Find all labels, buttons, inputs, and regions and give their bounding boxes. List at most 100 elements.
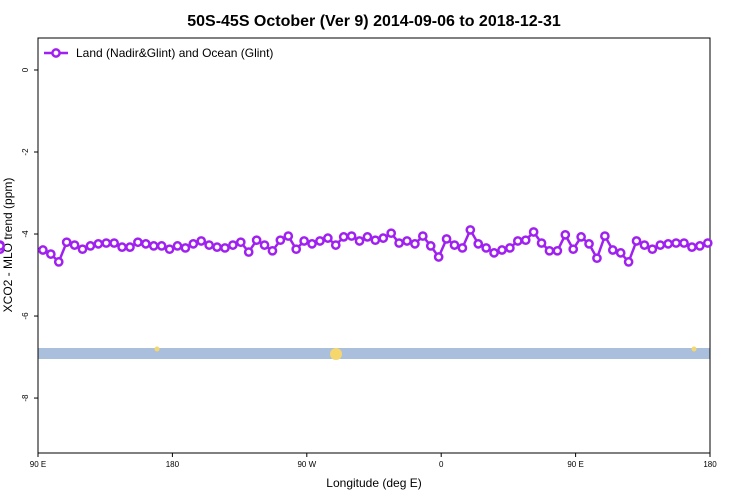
data-point xyxy=(544,245,555,256)
data-point xyxy=(694,241,705,251)
data-point xyxy=(465,225,476,235)
data-point xyxy=(156,241,167,251)
data-point xyxy=(315,236,325,246)
map-spot xyxy=(691,346,697,352)
data-point xyxy=(235,237,246,248)
data-point xyxy=(568,244,579,255)
data-point xyxy=(61,237,72,248)
data-point xyxy=(283,231,294,241)
data-point xyxy=(679,238,689,248)
x-tick-label: 90 E xyxy=(30,460,46,469)
data-point xyxy=(410,239,420,249)
data-point xyxy=(489,248,499,258)
data-point xyxy=(291,244,302,255)
data-point xyxy=(639,240,650,250)
legend-label: Land (Nadir&Glint) and Ocean (Glint) xyxy=(76,46,273,60)
map-spot xyxy=(154,346,160,352)
data-point xyxy=(671,238,681,248)
data-point xyxy=(615,248,626,258)
x-tick-label: 90 W xyxy=(297,460,316,469)
data-point xyxy=(267,245,278,256)
data-point xyxy=(457,243,468,253)
data-point xyxy=(330,240,341,250)
data-point xyxy=(0,241,5,251)
data-point xyxy=(362,232,373,242)
data-point xyxy=(512,236,523,246)
data-point xyxy=(647,244,658,255)
data-point xyxy=(125,242,135,252)
data-point xyxy=(93,239,104,249)
y-tick-label: -8 xyxy=(21,394,30,402)
data-point xyxy=(204,240,214,250)
data-point xyxy=(576,232,586,242)
data-point xyxy=(220,243,230,253)
data-point xyxy=(655,240,666,250)
data-point xyxy=(386,228,397,239)
data-point xyxy=(473,239,484,249)
chart-title: 50S-45S October (Ver 9) 2014-09-06 to 20… xyxy=(187,13,561,30)
data-point xyxy=(85,241,96,251)
data-point xyxy=(180,243,191,253)
data-point xyxy=(109,238,120,248)
legend-marker xyxy=(51,48,61,58)
data-point xyxy=(53,257,64,267)
data-point xyxy=(196,236,207,246)
data-point xyxy=(188,239,199,249)
data-point xyxy=(417,231,428,241)
data-point xyxy=(497,245,507,255)
data-point xyxy=(425,241,436,251)
data-point xyxy=(441,234,452,244)
data-point xyxy=(663,239,674,249)
data-point xyxy=(212,242,222,252)
data-point xyxy=(560,229,571,240)
data-point xyxy=(623,257,634,267)
data-point xyxy=(552,245,563,256)
data-point xyxy=(164,244,175,255)
data-point xyxy=(338,232,349,242)
data-point xyxy=(481,243,491,253)
data-point xyxy=(148,241,159,251)
data-point xyxy=(354,236,365,246)
data-point xyxy=(117,242,127,252)
data-point xyxy=(584,239,594,249)
data-point xyxy=(275,235,286,246)
data-point xyxy=(600,231,610,241)
y-tick-label: -2 xyxy=(21,148,30,156)
data-point xyxy=(687,242,697,252)
data-point xyxy=(251,235,262,246)
data-point xyxy=(243,247,254,257)
data-point xyxy=(505,243,515,253)
map-spot xyxy=(330,348,342,360)
x-tick-label: 0 xyxy=(439,460,444,469)
data-point xyxy=(228,240,238,250)
data-point xyxy=(536,238,547,248)
data-point xyxy=(378,233,389,243)
data-point xyxy=(172,241,183,251)
data-point xyxy=(449,240,460,250)
data-point xyxy=(259,240,270,250)
data-point xyxy=(45,249,56,259)
data-point xyxy=(394,238,404,248)
data-point xyxy=(101,238,112,248)
data-point xyxy=(140,239,151,249)
data-point xyxy=(402,236,412,246)
x-axis-label: Longitude (deg E) xyxy=(326,476,421,490)
data-point xyxy=(592,253,602,264)
data-point xyxy=(323,233,333,243)
data-point xyxy=(607,245,618,255)
data-point xyxy=(433,252,444,262)
data-point xyxy=(69,240,80,250)
data-point xyxy=(528,227,539,237)
x-tick-label: 180 xyxy=(166,460,180,469)
data-point xyxy=(346,231,357,241)
data-point xyxy=(702,238,713,248)
data-point xyxy=(307,239,317,249)
y-tick-label: 0 xyxy=(21,67,30,72)
data-point xyxy=(77,244,88,255)
y-tick-label: -4 xyxy=(21,230,30,238)
data-point xyxy=(370,235,381,246)
map-strip xyxy=(38,348,710,359)
data-point xyxy=(38,245,48,255)
data-point xyxy=(299,236,309,246)
